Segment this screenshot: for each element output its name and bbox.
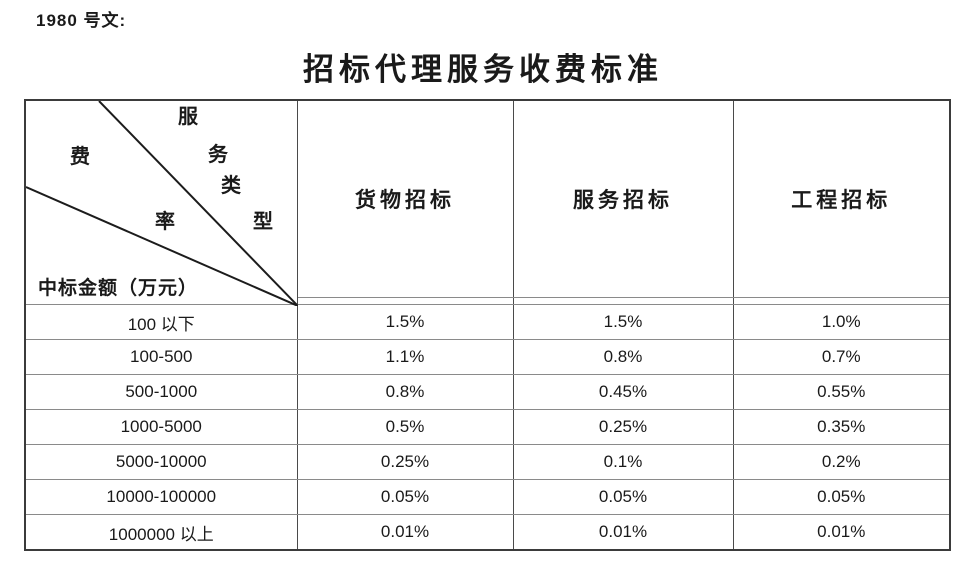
spacer-cell <box>512 297 734 305</box>
column-header-engineering: 工程招标 <box>732 99 951 298</box>
engineering-rate-cell: 0.55% <box>732 374 951 410</box>
spacer-cell <box>732 297 951 305</box>
table-row: 1000000 以上 0.01% 0.01% 0.01% <box>24 514 951 551</box>
goods-rate-cell: 1.1% <box>296 339 514 375</box>
fee-standard-table: 服 务 类 型 费 率 中标金额（万元） 货物招标 服务招标 工程招标 100 … <box>24 99 951 551</box>
service-rate-cell: 0.8% <box>512 339 734 375</box>
goods-rate-cell: 0.5% <box>296 409 514 445</box>
diagonal-divider-lines <box>26 101 298 306</box>
service-type-char-4: 型 <box>253 211 273 233</box>
amount-range-cell: 1000000 以上 <box>24 514 298 551</box>
table-row: 100 以下 1.5% 1.5% 1.0% <box>24 304 951 340</box>
service-rate-cell: 1.5% <box>512 304 734 340</box>
service-type-char-1: 服 <box>178 106 198 128</box>
rate-char-2: 率 <box>155 211 175 233</box>
goods-rate-cell: 0.01% <box>296 514 514 551</box>
amount-axis-label: 中标金额（万元） <box>38 278 199 299</box>
amount-range-cell: 10000-100000 <box>24 479 298 515</box>
service-rate-cell: 0.05% <box>512 479 734 515</box>
header-row: 服 务 类 型 费 率 中标金额（万元） 货物招标 服务招标 工程招标 <box>24 99 951 306</box>
engineering-rate-cell: 0.05% <box>732 479 951 515</box>
page-title: 招标代理服务收费标准 <box>303 52 663 87</box>
amount-range-cell: 500-1000 <box>24 374 298 410</box>
column-header-goods: 货物招标 <box>296 99 514 298</box>
column-header-service: 服务招标 <box>512 99 734 298</box>
engineering-rate-cell: 1.0% <box>732 304 951 340</box>
service-rate-cell: 0.01% <box>512 514 734 551</box>
table-row: 1000-5000 0.5% 0.25% 0.35% <box>24 409 951 445</box>
amount-range-cell: 5000-10000 <box>24 444 298 480</box>
goods-rate-cell: 1.5% <box>296 304 514 340</box>
table-row: 100-500 1.1% 0.8% 0.7% <box>24 339 951 375</box>
goods-rate-cell: 0.25% <box>296 444 514 480</box>
spacer-cell <box>296 297 514 305</box>
service-rate-cell: 0.25% <box>512 409 734 445</box>
engineering-rate-cell: 0.2% <box>732 444 951 480</box>
document-ref-number: 1980 号文: <box>36 11 127 30</box>
diagonal-header-cell: 服 务 类 型 费 率 中标金额（万元） <box>24 99 298 306</box>
engineering-rate-cell: 0.01% <box>732 514 951 551</box>
amount-range-cell: 100-500 <box>24 339 298 375</box>
table-row: 500-1000 0.8% 0.45% 0.55% <box>24 374 951 410</box>
goods-rate-cell: 0.8% <box>296 374 514 410</box>
service-rate-cell: 0.1% <box>512 444 734 480</box>
service-type-char-2: 务 <box>208 144 228 166</box>
amount-range-cell: 1000-5000 <box>24 409 298 445</box>
table-row: 5000-10000 0.25% 0.1% 0.2% <box>24 444 951 480</box>
engineering-rate-cell: 0.7% <box>732 339 951 375</box>
service-type-char-3: 类 <box>221 175 241 197</box>
table-row: 10000-100000 0.05% 0.05% 0.05% <box>24 479 951 515</box>
service-rate-cell: 0.45% <box>512 374 734 410</box>
engineering-rate-cell: 0.35% <box>732 409 951 445</box>
amount-range-cell: 100 以下 <box>24 304 298 340</box>
goods-rate-cell: 0.05% <box>296 479 514 515</box>
rate-char-1: 费 <box>70 146 90 168</box>
